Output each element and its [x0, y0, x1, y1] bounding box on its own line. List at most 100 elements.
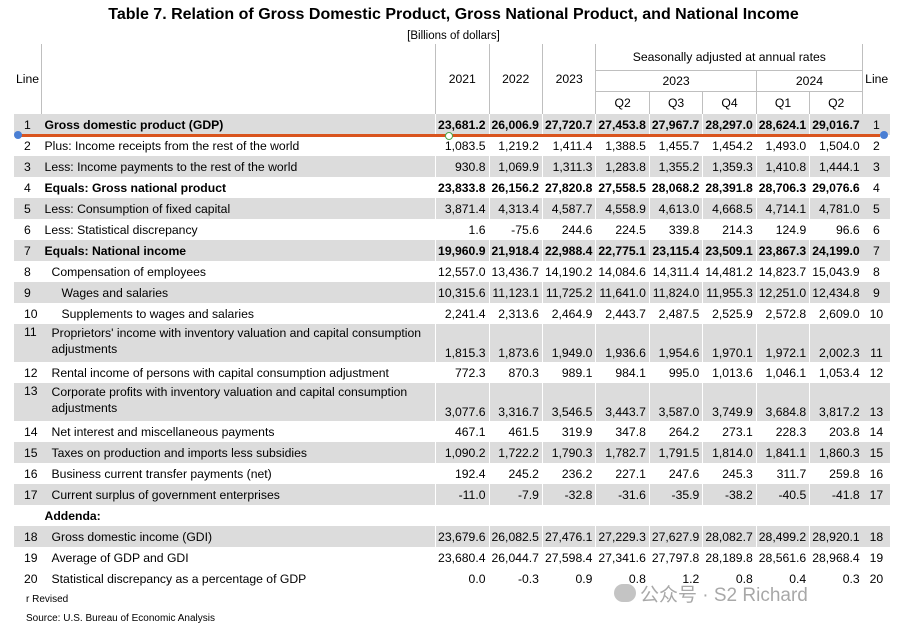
row-value: 28,391.8: [702, 177, 757, 198]
row-value: 12,434.8: [809, 282, 863, 303]
row-value: 1,936.6: [595, 324, 650, 362]
row-line-number: [14, 505, 42, 526]
row-value: 12,557.0: [435, 261, 489, 282]
row-value: 3,587.0: [648, 383, 703, 421]
row-value: [648, 505, 703, 526]
row-label: Less: Income payments to the rest of the…: [41, 156, 436, 177]
row-line-number-right: 19: [869, 550, 884, 565]
row-line-number-right: 4: [873, 180, 880, 195]
row-value: [595, 505, 650, 526]
row-value: -31.6: [595, 484, 650, 505]
table-row: 13 Corporate profits with inventory valua…: [14, 383, 891, 421]
table-row: 1 Gross domestic product (GDP) 23,681.2 26,…: [14, 114, 891, 135]
table-subtitle: [Billions of dollars]: [407, 30, 500, 42]
row-value: 192.4: [435, 463, 489, 484]
table-row: 18 Gross domestic income (GDI) 23,679.6 26,…: [14, 526, 891, 547]
table-row: 8 Compensation of employees 12,557.0 13,436…: [14, 261, 890, 282]
line-header-left: Line: [14, 44, 43, 114]
row-value: 3,546.5: [541, 383, 596, 421]
row-value: 28,968.4: [809, 547, 863, 568]
row-value: 27,341.6: [595, 547, 650, 568]
row-value: 203.8: [809, 421, 863, 442]
table-body: 1 Gross domestic product (GDP) 23,681.2 26,…: [14, 114, 891, 589]
row-line-number-right: 13: [862, 383, 891, 421]
row-line-number: 16: [24, 466, 38, 481]
table-row: Addenda:: [14, 505, 890, 526]
table-row: 12 Rental income of persons with capital …: [14, 362, 890, 383]
table-row: 3 Less: Income payments to the rest of th…: [14, 156, 891, 177]
row-label: Gross domestic income (GDI): [41, 526, 436, 547]
row-value: 28,068.2: [648, 177, 703, 198]
highlight-handle-middle[interactable]: [445, 132, 453, 140]
row-value: 4,714.1: [755, 198, 810, 219]
row-value: 1,493.0: [755, 135, 810, 156]
row-value: 27,453.8: [595, 114, 650, 135]
row-value: 23,681.2: [435, 114, 489, 135]
row-label: Compensation of employees: [51, 264, 207, 279]
row-value: 224.5: [595, 219, 650, 240]
row-label: Wages and salaries: [41, 282, 436, 303]
row-value: 1,841.1: [755, 442, 810, 463]
row-value: -41.8: [809, 484, 863, 505]
row-label: Supplements to wages and salaries: [61, 306, 254, 321]
row-line-number: 2: [24, 138, 31, 153]
row-line-number: 9: [14, 282, 42, 303]
row-value: 3,817.2: [809, 383, 863, 421]
year-header-2023: 2023: [542, 44, 597, 114]
row-line-number-right: 10: [869, 306, 884, 321]
row-value: [541, 505, 596, 526]
row-value: 0.8: [702, 568, 757, 589]
row-value: 27,820.8: [541, 177, 596, 198]
row-line-number-right: 14: [869, 424, 884, 439]
table-row: 11 Proprietors' income with inventory val…: [14, 324, 891, 362]
row-label: Corporate profits with inventory valuati…: [41, 383, 436, 421]
row-value: 0.9: [541, 568, 596, 589]
wechat-icon: [614, 584, 636, 602]
row-label: Average of GDP and GDI: [51, 550, 189, 565]
row-value: 1,972.1: [755, 324, 810, 362]
row-line-number: 5: [14, 198, 42, 219]
row-value: 23,867.3: [755, 240, 810, 261]
row-value: 11,955.3: [702, 282, 757, 303]
row-value: 1,046.1: [755, 362, 810, 383]
row-value: 14,190.2: [541, 261, 596, 282]
row-value: 245.2: [488, 463, 543, 484]
row-value: -40.5: [755, 484, 810, 505]
row-label: Equals: National income: [41, 240, 436, 261]
group-header-2024: 2024: [756, 70, 864, 92]
description-header: [41, 44, 437, 114]
table-row: 9 Wages and salaries 10,315.6 11,123.1 11,72…: [14, 282, 891, 303]
row-value: 1,860.3: [809, 442, 863, 463]
row-label: Equals: Gross national product: [44, 180, 227, 195]
row-label: Current surplus of government enterprise…: [41, 484, 436, 505]
source-note: Source: U.S. Bureau of Economic Analysis: [26, 613, 215, 624]
row-value: 2,002.3: [809, 324, 863, 362]
table-row: 10 Supplements to wages and salaries 2,241…: [14, 303, 890, 324]
row-value: 27,558.5: [595, 177, 650, 198]
row-value: 4,613.0: [648, 198, 703, 219]
table-row: 19 Average of GDP and GDI 23,680.4 26,044.7…: [14, 547, 890, 568]
row-label: Business current transfer payments (net): [51, 466, 272, 481]
row-value: 1,949.0: [541, 324, 596, 362]
table-row: 5 Less: Consumption of fixed capital 3,871…: [14, 198, 891, 219]
row-value: 28,189.8: [702, 547, 757, 568]
row-value: 23,833.8: [435, 177, 489, 198]
row-value: -75.6: [488, 219, 543, 240]
row-line-number: 3: [14, 156, 42, 177]
row-value: 4,668.5: [702, 198, 757, 219]
row-value: 14,311.4: [648, 261, 703, 282]
row-value: 227.1: [595, 463, 650, 484]
row-value: 23,679.6: [435, 526, 489, 547]
row-value: 1,069.9: [488, 156, 543, 177]
row-label: Proprietors' income with inventory valua…: [41, 324, 436, 362]
highlight-handle-right[interactable]: [880, 131, 888, 139]
row-value: 21,918.4: [488, 240, 543, 261]
highlight-handle-left[interactable]: [14, 131, 22, 139]
row-value: -11.0: [435, 484, 489, 505]
row-value: 870.3: [488, 362, 543, 383]
row-value: [809, 505, 863, 526]
row-value: 27,229.3: [595, 526, 650, 547]
seasonal-header: Seasonally adjusted at annual rates: [595, 44, 864, 71]
row-value: 772.3: [435, 362, 489, 383]
table-row: 2 Plus: Income receipts from the rest of …: [14, 135, 890, 156]
